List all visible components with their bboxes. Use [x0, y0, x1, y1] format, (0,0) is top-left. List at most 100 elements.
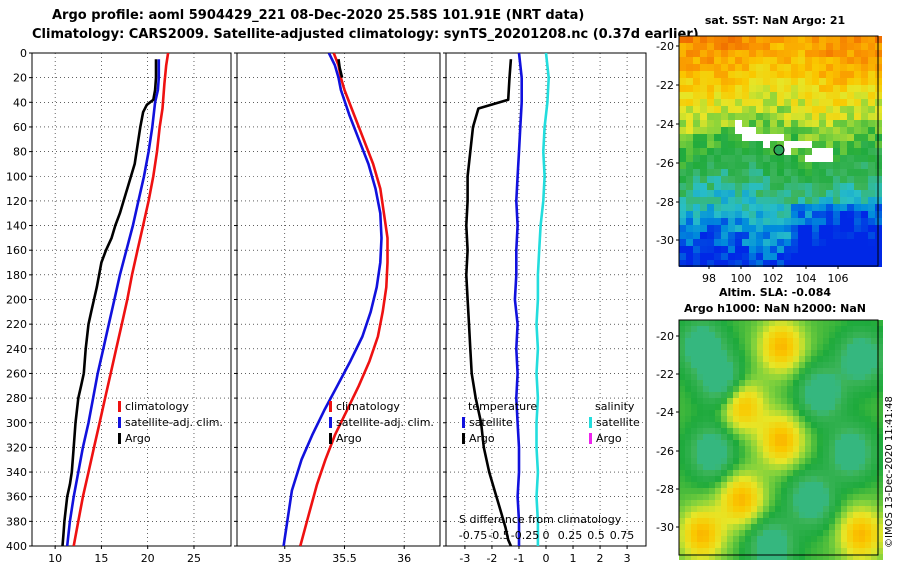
sla-cell	[685, 470, 691, 476]
sst-cell	[679, 127, 686, 134]
sst-cell	[791, 64, 798, 71]
sst-cell	[763, 204, 770, 211]
sst-cell	[798, 36, 805, 43]
sst-cell	[847, 183, 854, 190]
sla-cell	[679, 434, 685, 440]
sla-cell	[745, 332, 751, 338]
sla-cell	[877, 494, 883, 500]
sla-cell	[871, 488, 877, 494]
sla-cell	[703, 338, 709, 344]
sla-cell	[733, 512, 739, 518]
sla-cell	[721, 404, 727, 410]
sla-cell	[727, 416, 733, 422]
sst-cell	[770, 246, 777, 253]
sla-cell	[829, 404, 835, 410]
sst-cell	[784, 85, 791, 92]
sla-cell	[733, 524, 739, 530]
sla-cell	[787, 482, 793, 488]
sla-cell	[703, 476, 709, 482]
sla-cell	[829, 494, 835, 500]
sst-cell	[847, 169, 854, 176]
sla-cell	[877, 404, 883, 410]
sst-cell	[686, 141, 693, 148]
sla-cell	[733, 542, 739, 548]
sla-cell	[829, 386, 835, 392]
sla-cell	[871, 464, 877, 470]
sst-cell	[756, 64, 763, 71]
sla-cell	[679, 554, 685, 560]
sla-cell	[811, 446, 817, 452]
sla-cell	[751, 368, 757, 374]
sst-cell	[686, 260, 693, 267]
sla-cell	[859, 488, 865, 494]
sst-cell	[812, 211, 819, 218]
sla-cell	[817, 422, 823, 428]
sst-cell	[777, 260, 784, 267]
sla-cell	[853, 386, 859, 392]
sst-cell	[735, 113, 742, 120]
sst-cell	[763, 64, 770, 71]
sst-cell	[812, 176, 819, 183]
sst-cell	[735, 99, 742, 106]
sla-map-subtitle: Argo h1000: NaN h2000: NaN	[684, 302, 866, 315]
sla-cell	[871, 386, 877, 392]
sla-cell	[763, 410, 769, 416]
sst-cell	[777, 162, 784, 169]
sla-cell	[745, 434, 751, 440]
sla-cell	[709, 410, 715, 416]
sla-cell	[871, 506, 877, 512]
sla-cell	[781, 458, 787, 464]
sst-cell	[833, 225, 840, 232]
sla-cell	[685, 452, 691, 458]
sla-cell	[697, 416, 703, 422]
sla-cell	[757, 554, 763, 560]
sla-cell	[703, 470, 709, 476]
sla-cell	[817, 476, 823, 482]
sst-cell	[833, 197, 840, 204]
sst-cell	[847, 176, 854, 183]
sst-cell	[861, 57, 868, 64]
sla-cell	[859, 368, 865, 374]
sla-cell	[703, 536, 709, 542]
sla-cell	[781, 512, 787, 518]
sst-cell	[784, 253, 791, 260]
sla-cell	[763, 464, 769, 470]
sst-cell	[679, 36, 686, 43]
sla-cell	[799, 398, 805, 404]
sla-cell	[703, 428, 709, 434]
sst-cell	[777, 141, 784, 148]
sla-cell	[763, 500, 769, 506]
sla-cell	[877, 428, 883, 434]
sst-cell	[749, 85, 756, 92]
sla-cell	[769, 494, 775, 500]
sst-cell	[742, 85, 749, 92]
sst-cell	[777, 78, 784, 85]
sst-cell	[805, 50, 812, 57]
sla-cell	[715, 386, 721, 392]
sst-cell	[763, 127, 770, 134]
sst-cell	[728, 197, 735, 204]
sla-cell	[787, 458, 793, 464]
sla-cell	[739, 536, 745, 542]
sst-cell	[840, 183, 847, 190]
sst-cell	[714, 120, 721, 127]
sst-cell	[805, 134, 812, 141]
sst-cell	[756, 155, 763, 162]
sla-cell	[841, 344, 847, 350]
sla-cell	[733, 506, 739, 512]
sla-cell	[811, 542, 817, 548]
sst-cell	[784, 50, 791, 57]
sla-cell	[715, 548, 721, 554]
sla-cell	[775, 434, 781, 440]
sla-cell	[853, 350, 859, 356]
sst-cell	[679, 155, 686, 162]
sst-cell	[770, 183, 777, 190]
sla-cell	[805, 530, 811, 536]
sst-cell	[679, 218, 686, 225]
sla-cell	[871, 518, 877, 524]
sst-cell	[679, 43, 686, 50]
sst-cell	[693, 211, 700, 218]
sst-cell	[854, 218, 861, 225]
sla-cell	[775, 494, 781, 500]
sla-cell	[769, 434, 775, 440]
